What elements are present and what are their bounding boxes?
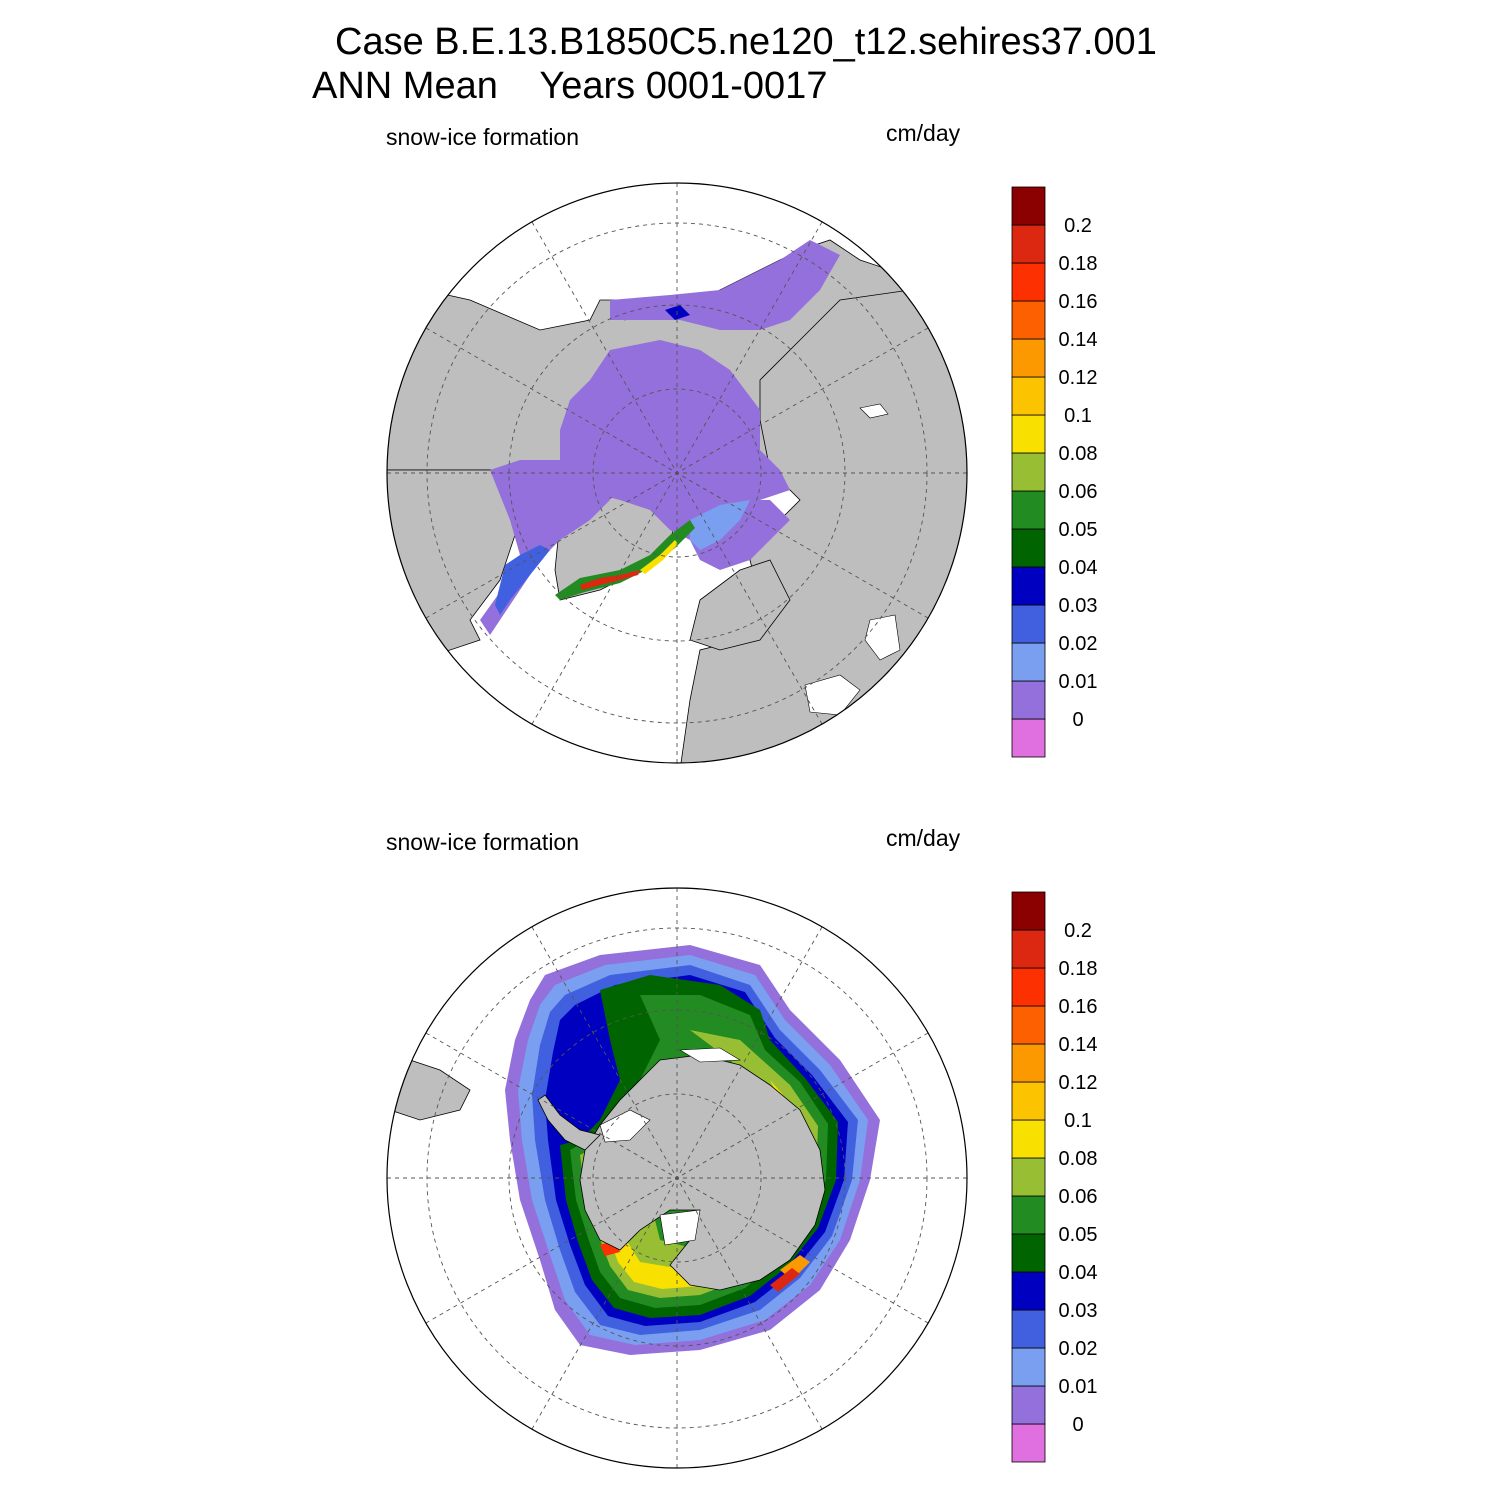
colorbar-swatch: [1011, 1347, 1046, 1387]
colorbar-tick-label: 0.05: [1059, 519, 1098, 541]
colorbar-tick-label: 0.06: [1059, 481, 1098, 503]
arctic-ice-band-red: [580, 570, 640, 590]
colorbar-swatch: [1011, 967, 1046, 1007]
colorbar-bottom: 0 0.01 0.02 0.03 0.04 0.05 0.06 0.08 0.1 0.12 0.14…: [1011, 891, 1098, 1463]
arctic-sea-ice-main: [560, 340, 790, 545]
colorbar-swatch: [1011, 1195, 1046, 1235]
colorbar-swatch: [1011, 1309, 1046, 1349]
colorbar-swatch: [1011, 224, 1046, 264]
colorbar-swatch: [1011, 1385, 1046, 1425]
colorbar-tick-label: 0.1: [1064, 1110, 1092, 1132]
colorbar-swatch: [1011, 642, 1046, 682]
antarctic-map: [386, 887, 968, 1469]
colorbar-tick-label: 0.08: [1059, 1148, 1098, 1170]
colorbar-swatch: [1011, 891, 1046, 931]
colorbar-tick-label: 0.16: [1059, 996, 1098, 1018]
arctic-ice-edge-west: [495, 545, 550, 615]
top-variable-label: snow-ice formation: [386, 124, 580, 150]
colorbar-swatch: [1011, 186, 1046, 226]
colorbar-tick-label: 0.1: [1064, 405, 1092, 427]
colorbar-tick-label: 0.14: [1059, 329, 1098, 351]
colorbar-tick-label: 0.14: [1059, 1034, 1098, 1056]
colorbar-swatch: [1011, 376, 1046, 416]
arctic-graticule: [387, 183, 967, 763]
colorbar-tick-label: 0.16: [1059, 291, 1098, 313]
antarctic-ice-red-patch: [770, 1268, 800, 1292]
colorbar-tick-label: 0: [1072, 709, 1083, 731]
bottom-units-label: cm/day: [886, 825, 961, 851]
colorbar-tick-label: 0.02: [1059, 1338, 1098, 1360]
colorbar-tick-label: 0.01: [1059, 671, 1098, 693]
colorbar-tick-label: 0.08: [1059, 443, 1098, 465]
arctic-ice-edge-north: [665, 305, 690, 320]
colorbar-swatch: [1011, 566, 1046, 606]
bottom-variable-label: snow-ice formation: [386, 829, 580, 855]
colorbar-tick-label: 0.12: [1059, 1072, 1098, 1094]
colorbar-swatch: [1011, 452, 1046, 492]
plot-title-line-2: ANN Mean Years 0001-0017: [312, 65, 828, 107]
colorbar-swatch: [1011, 1081, 1046, 1121]
top-units-label: cm/day: [886, 120, 961, 146]
antarctic-land-peninsula: [537, 1094, 601, 1151]
colorbar-tick-label: 0.18: [1059, 958, 1098, 980]
colorbar-tick-label: 0.18: [1059, 253, 1098, 275]
antarctic-shelf-ross: [659, 1209, 701, 1246]
colorbar-swatch: [1011, 338, 1046, 378]
colorbar-swatch: [1011, 1271, 1046, 1311]
colorbar-tick-label: 0.02: [1059, 633, 1098, 655]
colorbar-tick-label: 0.04: [1059, 557, 1098, 579]
antarctic-map-border: [386, 887, 968, 1469]
colorbar-tick-label: 0.12: [1059, 367, 1098, 389]
colorbar-swatch: [1011, 414, 1046, 454]
arctic-ice-edge-east: [690, 500, 750, 550]
antarctic-land-continent: [579, 1054, 826, 1291]
arctic-ice-band-yellow: [640, 540, 678, 574]
antarctic-graticule: [387, 888, 967, 1468]
colorbar-swatch: [1011, 262, 1046, 302]
lake: [859, 403, 889, 419]
colorbar-swatch: [1011, 1005, 1046, 1045]
colorbar-swatch: [1011, 528, 1046, 568]
colorbar-swatch: [1011, 680, 1046, 720]
colorbar-tick-label: 0.05: [1059, 1224, 1098, 1246]
lake: [804, 674, 861, 716]
arctic-map-border: [386, 182, 968, 764]
colorbar-tick-label: 0.03: [1059, 595, 1098, 617]
colorbar-swatch: [1011, 490, 1046, 530]
colorbar-tick-label: 0.2: [1064, 920, 1092, 942]
antarctic-shelf-east: [678, 1047, 742, 1063]
arctic-ice-band-green: [555, 520, 695, 600]
colorbar-swatch: [1011, 1157, 1046, 1197]
colorbar-tick-label: 0.2: [1064, 215, 1092, 237]
colorbar-tick-label: 0: [1072, 1414, 1083, 1436]
arctic-land-scandinavia: [689, 559, 791, 651]
arctic-sea-ice-upper: [610, 240, 840, 330]
arctic-map: [386, 182, 968, 764]
colorbar-tick-label: 0.06: [1059, 1186, 1098, 1208]
colorbar-swatch: [1011, 929, 1046, 969]
colorbar-tick-label: 0.01: [1059, 1376, 1098, 1398]
colorbar-swatch: [1011, 1043, 1046, 1083]
colorbar-swatch: [1011, 300, 1046, 340]
colorbar-top: 0 0.01 0.02 0.03 0.04 0.05 0.06 0.08 0.1 0.12 0.14…: [1011, 186, 1098, 758]
colorbar-swatch: [1011, 1423, 1046, 1463]
colorbar-swatch: [1011, 604, 1046, 644]
colorbar-swatch: [1011, 718, 1046, 758]
plot-title-line-1: Case B.E.13.B1850C5.ne120_t12.sehires37.…: [335, 21, 1157, 63]
colorbar-swatch: [1011, 1233, 1046, 1273]
colorbar-tick-label: 0.03: [1059, 1300, 1098, 1322]
colorbar-swatch: [1011, 1119, 1046, 1159]
colorbar-tick-label: 0.04: [1059, 1262, 1098, 1284]
